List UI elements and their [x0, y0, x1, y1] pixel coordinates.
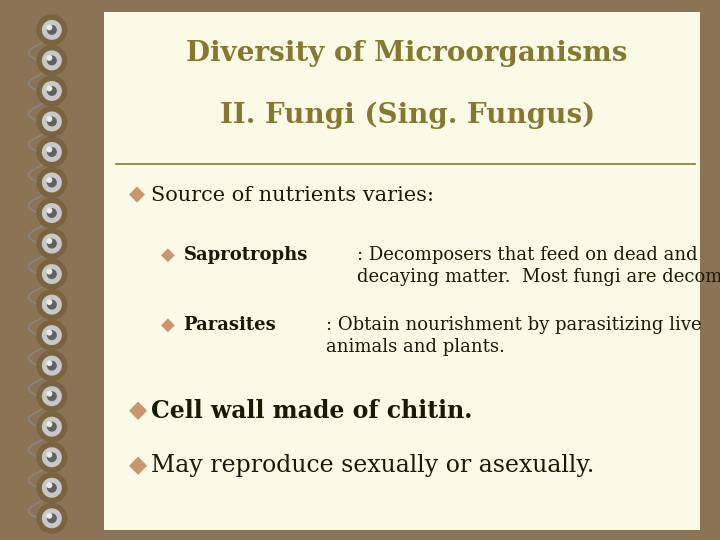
Circle shape [46, 24, 53, 30]
Circle shape [47, 422, 57, 431]
Circle shape [47, 269, 57, 279]
Circle shape [46, 360, 53, 366]
Circle shape [42, 264, 62, 284]
Circle shape [47, 208, 57, 218]
Text: ◆: ◆ [161, 246, 175, 264]
Circle shape [42, 81, 62, 101]
Circle shape [47, 330, 57, 340]
Circle shape [47, 178, 57, 187]
Circle shape [46, 299, 53, 305]
Circle shape [42, 478, 62, 498]
Circle shape [47, 239, 57, 248]
Circle shape [46, 55, 53, 61]
Circle shape [42, 447, 62, 467]
Text: Saprotrophs: Saprotrophs [184, 246, 307, 264]
Circle shape [42, 234, 62, 254]
Circle shape [42, 356, 62, 376]
Circle shape [42, 295, 62, 315]
Circle shape [36, 228, 68, 259]
Circle shape [47, 117, 57, 126]
Text: May reproduce sexually or asexually.: May reproduce sexually or asexually. [151, 454, 595, 477]
Circle shape [47, 483, 57, 493]
Circle shape [36, 381, 68, 411]
Circle shape [47, 86, 57, 96]
Text: ◆: ◆ [161, 316, 175, 334]
Text: ◆: ◆ [130, 454, 148, 477]
Circle shape [36, 106, 68, 137]
Circle shape [46, 329, 53, 336]
Circle shape [36, 320, 68, 350]
Text: Parasites: Parasites [184, 316, 276, 334]
Circle shape [47, 25, 57, 35]
Text: II. Fungi (Sing. Fungus): II. Fungi (Sing. Fungus) [220, 102, 595, 129]
Circle shape [46, 146, 53, 152]
Circle shape [42, 386, 62, 406]
Circle shape [47, 391, 57, 401]
Circle shape [42, 20, 62, 40]
Text: ◆: ◆ [130, 399, 148, 422]
Circle shape [42, 142, 62, 162]
Circle shape [42, 111, 62, 131]
Circle shape [42, 325, 62, 345]
Text: Diversity of Microorganisms: Diversity of Microorganisms [186, 40, 628, 67]
Circle shape [36, 289, 68, 320]
Circle shape [36, 472, 68, 503]
Circle shape [36, 167, 68, 198]
Circle shape [46, 513, 53, 519]
FancyBboxPatch shape [104, 12, 700, 530]
Circle shape [36, 411, 68, 442]
Circle shape [47, 300, 57, 309]
Circle shape [47, 361, 57, 370]
Circle shape [36, 503, 68, 534]
Circle shape [46, 177, 53, 183]
Circle shape [47, 147, 57, 157]
Text: Source of nutrients varies:: Source of nutrients varies: [151, 186, 434, 205]
Circle shape [36, 198, 68, 228]
Circle shape [46, 207, 53, 213]
Circle shape [42, 172, 62, 192]
Circle shape [46, 116, 53, 122]
Circle shape [36, 45, 68, 76]
Circle shape [42, 203, 62, 223]
Text: Cell wall made of chitin.: Cell wall made of chitin. [151, 399, 473, 423]
Text: : Obtain nourishment by parasitizing live
animals and plants.: : Obtain nourishment by parasitizing liv… [325, 316, 701, 356]
Circle shape [46, 421, 53, 427]
Circle shape [46, 268, 53, 274]
Circle shape [42, 417, 62, 437]
Circle shape [36, 259, 68, 289]
Circle shape [36, 76, 68, 106]
Circle shape [46, 482, 53, 488]
Circle shape [36, 137, 68, 167]
Text: : Decomposers that feed on dead and
decaying matter.  Most fungi are decomposers: : Decomposers that feed on dead and deca… [357, 246, 720, 286]
Text: ◆: ◆ [130, 186, 145, 205]
Circle shape [36, 350, 68, 381]
Circle shape [36, 15, 68, 45]
Circle shape [42, 50, 62, 70]
Circle shape [46, 85, 53, 91]
Circle shape [46, 452, 53, 458]
Circle shape [46, 390, 53, 397]
Circle shape [47, 452, 57, 462]
Circle shape [42, 508, 62, 528]
Circle shape [47, 56, 57, 65]
Circle shape [46, 238, 53, 244]
Circle shape [47, 514, 57, 523]
Circle shape [36, 442, 68, 472]
